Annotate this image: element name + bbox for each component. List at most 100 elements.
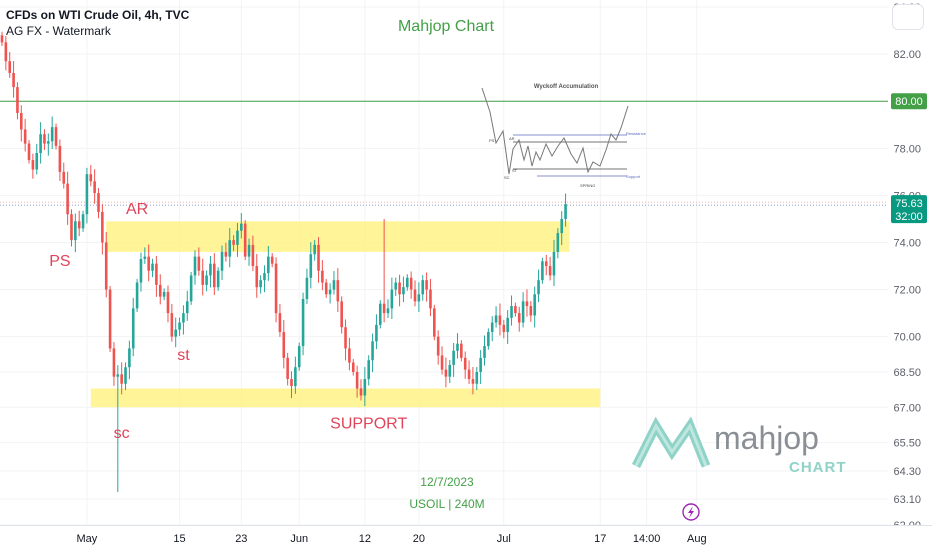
candles [0,31,567,493]
wyckoff-inset: Wyckoff Accumulation PS AR ST SC Resista… [481,84,647,188]
logo-sub: CHART [789,459,847,476]
x-axis-panel [0,525,932,550]
lightning-icon[interactable] [682,503,700,521]
y-tick-label: 68.50 [893,367,921,379]
candle-body [93,181,96,194]
zone-resistance [106,221,570,252]
candle-body [471,379,475,384]
candle-body [297,346,301,368]
candle-body [259,280,262,288]
candle-body [54,127,58,146]
candle-body [263,273,266,281]
symbol-title: CFDs on WTI Crude Oil, 4h, TVC [6,8,190,22]
candle-body [20,113,23,130]
countdown-text: 32:00 [895,211,923,223]
candle-body [533,294,536,316]
candle-body [359,388,363,396]
candle-body [514,306,517,314]
current-price-badge [891,195,927,224]
candle-body [243,223,247,257]
candle-body [274,263,278,314]
candle-body [321,270,324,283]
x-tick-label: 15 [173,533,185,545]
candle-body [313,244,316,255]
x-tick-label: 17 [594,533,606,545]
candle-body [81,214,85,229]
x-tick-label: 20 [413,533,425,545]
candle-body [463,357,467,370]
candle-body [267,256,270,274]
x-tick-label: May [77,533,98,545]
annotation-label: PS [49,253,70,270]
candle-body [131,308,135,349]
candle-body [255,266,259,288]
candle-body [521,301,525,323]
candle-body [417,294,421,302]
candle-body [278,313,282,332]
candle-body [116,374,120,377]
candle-body [398,282,401,295]
annotation-label: sc [114,425,130,442]
logo-word: mahjop [714,420,819,456]
candle-body [406,277,409,288]
inset-title: Wyckoff Accumulation [534,84,599,90]
candle-body [490,322,494,332]
candle-body [444,369,448,377]
candle-body [421,280,425,295]
candle-body [286,357,289,380]
candle-body [560,218,563,234]
candle-body [23,129,27,144]
candle-body [351,362,355,372]
candle-body [498,315,502,325]
candle-body [456,343,459,351]
candle-body [205,275,208,285]
candle-body [220,251,224,271]
candle-body [328,289,332,295]
watermark-title: Mahjop Chart [398,18,495,35]
candle-body [270,256,274,264]
candle-body [224,251,228,257]
candle-body [58,145,62,172]
level-price-text: 80.00 [895,96,923,108]
corner-button[interactable] [892,4,924,30]
candle-body [429,289,432,309]
candle-body [552,251,556,276]
candle-body [355,371,359,389]
candle-body [201,270,205,285]
candle-body [537,280,540,295]
candle-body [386,308,390,314]
candle-body [12,72,15,88]
annotations: AR PS st sc SUPPORT [49,201,407,442]
candle-body [541,261,544,281]
inset-label-ar: AR [509,136,515,141]
candle-body [66,183,69,215]
candle-body [332,280,336,290]
candle-body [433,308,436,337]
x-tick-label: 12 [359,533,371,545]
y-tick-label: 72.00 [893,285,921,297]
y-tick-label: 78.00 [893,143,921,155]
candle-body [139,258,143,283]
y-tick-label: 64.30 [893,466,921,478]
candle-body [228,240,232,257]
candle-body [336,280,340,302]
y-axis-panel [888,0,932,550]
x-tick-label: Jul [497,533,511,545]
x-tick-label: Aug [687,533,707,545]
candle-body [4,42,8,62]
x-tick-label: Jun [290,533,308,545]
candle-body [324,282,328,295]
candle-body [185,301,189,314]
candle-body [85,174,89,215]
candle-body [124,367,127,384]
candle-body [436,336,440,356]
candle-body [440,355,444,370]
indicator-title: AG FX - Watermark [6,24,111,38]
candle-body [409,277,413,290]
candle-body [189,275,193,302]
candle-body [197,256,201,271]
candle-body [50,127,54,142]
